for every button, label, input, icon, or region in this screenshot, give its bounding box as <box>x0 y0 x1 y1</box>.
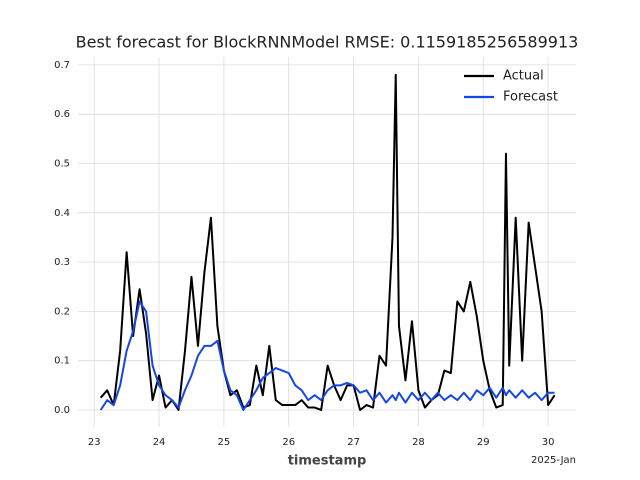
y-tick-label: 0.4 <box>54 208 70 219</box>
y-tick-label: 0.1 <box>54 356 70 367</box>
y-tick-label: 0.2 <box>54 306 70 317</box>
legend-label: Actual <box>503 69 544 84</box>
x-tick-label: 27 <box>347 437 360 448</box>
y-tick-label: 0.0 <box>54 405 70 416</box>
y-tick-label: 0.5 <box>54 158 70 169</box>
x-tick-label: 29 <box>477 437 490 448</box>
x-tick-label: 26 <box>282 437 295 448</box>
x-axis-label: timestamp <box>288 454 367 469</box>
y-tick-label: 0.7 <box>54 60 70 71</box>
x-tick-label: 24 <box>153 437 166 448</box>
chart-title: Best forecast for BlockRNNModel RMSE: 0.… <box>76 33 579 52</box>
y-tick-label: 0.3 <box>54 257 70 268</box>
x-tick-label: 28 <box>412 437 425 448</box>
series-line <box>99 300 555 411</box>
y-tick-label: 0.6 <box>54 109 70 120</box>
x-tick-label: 30 <box>542 437 555 448</box>
legend-label: Forecast <box>503 90 558 105</box>
series-line <box>99 73 556 411</box>
x-tick-label: 23 <box>88 437 101 448</box>
x-tick-label: 25 <box>218 437 231 448</box>
x-offset-label: 2025-Jan <box>531 455 576 466</box>
